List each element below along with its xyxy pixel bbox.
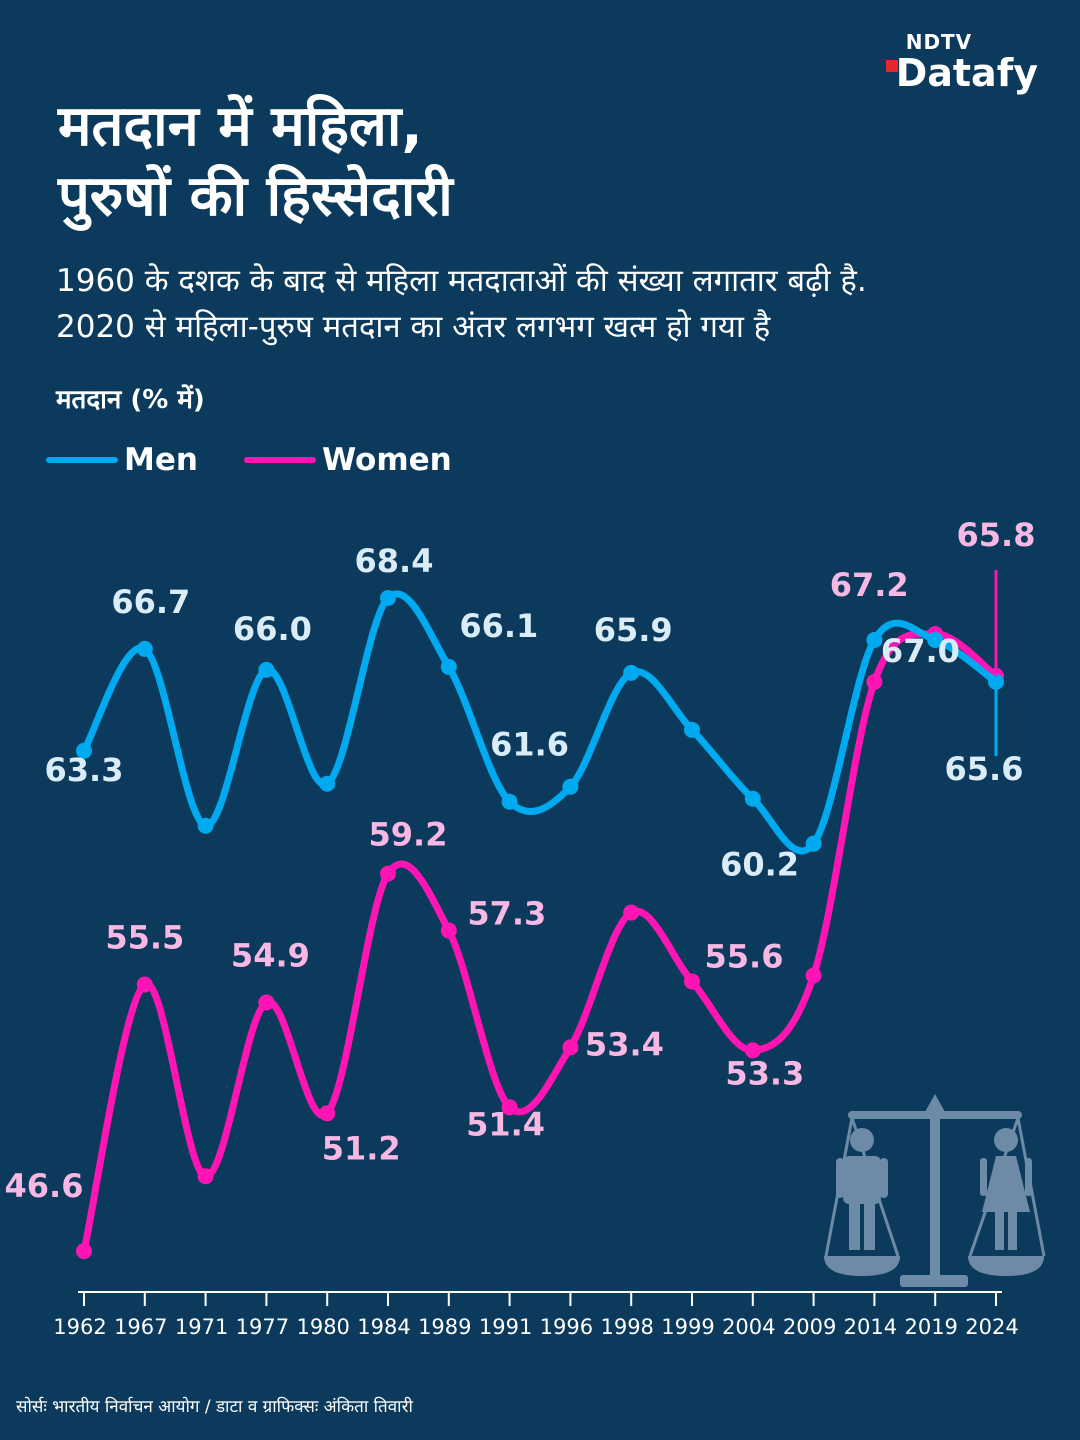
women-point — [805, 967, 822, 984]
men-data-label: 67.0 — [881, 632, 960, 670]
women-point — [380, 865, 396, 882]
x-tick-label: 1967 — [114, 1315, 167, 1339]
brand-dot-icon — [885, 60, 898, 72]
women-point — [258, 994, 275, 1011]
legend-swatch-women — [243, 457, 316, 463]
women-point — [319, 1105, 336, 1122]
subtitle-line-1: 1960 के दशक के बाद से महिला मतदाताओं की … — [56, 263, 867, 299]
women-data-label: 51.4 — [466, 1105, 545, 1143]
women-data-label: 51.2 — [322, 1129, 401, 1167]
women-point — [197, 1168, 214, 1185]
men-point — [927, 631, 944, 648]
x-tick-label: 2014 — [844, 1315, 897, 1339]
brand-logo: NDTV Datafy — [885, 30, 1038, 95]
men-point — [805, 835, 822, 852]
women-data-label: 65.8 — [957, 516, 1036, 554]
x-tick-label: 1989 — [418, 1315, 471, 1339]
women-data-label: 57.3 — [467, 895, 546, 933]
men-point — [440, 658, 457, 675]
men-point — [866, 631, 883, 648]
x-tick-label: 2009 — [783, 1315, 836, 1339]
men-data-label: 60.2 — [720, 846, 799, 884]
men-data-label: 61.6 — [490, 726, 569, 764]
x-tick-label: 1984 — [357, 1315, 410, 1339]
women-point — [623, 904, 640, 921]
women-data-label: 54.9 — [231, 936, 310, 974]
subtitle-line-2: 2020 से महिला-पुरुष मतदान का अंतर लगभग ख… — [56, 309, 771, 345]
men-point — [136, 640, 153, 657]
women-data-label: 55.6 — [705, 937, 784, 975]
women-point — [76, 1243, 92, 1260]
chart-legend: Men Women — [46, 442, 498, 478]
women-point — [866, 673, 883, 690]
brand-bottom-text: Datafy — [885, 51, 1038, 95]
x-tick-label: 1971 — [175, 1315, 228, 1339]
men-data-label: 63.3 — [45, 751, 124, 789]
men-point — [501, 793, 518, 810]
x-tick-label: 1962 — [53, 1315, 106, 1339]
men-point — [623, 664, 640, 681]
men-point — [562, 778, 579, 795]
men-data-label: 65.9 — [594, 611, 673, 649]
men-point — [380, 590, 396, 606]
women-data-label: 53.4 — [585, 1025, 664, 1063]
subtitle: 1960 के दशक के बाद से महिला मतदाताओं की … — [56, 258, 1046, 350]
title-line-2: पुरुषों की हिस्सेदारी — [58, 164, 453, 229]
men-point — [744, 790, 761, 807]
women-point — [684, 973, 700, 990]
women-point — [744, 1042, 761, 1059]
women-data-label: 55.5 — [105, 918, 184, 956]
legend-label-men: Men — [124, 442, 198, 478]
scale-balance-icon — [824, 1094, 1046, 1287]
men-point — [258, 661, 275, 678]
men-series-line — [80, 590, 1000, 855]
x-tick-label: 2019 — [904, 1315, 957, 1339]
x-tick-label: 1996 — [540, 1315, 593, 1339]
x-tick-label: 2004 — [722, 1315, 775, 1339]
page-title: मतदान में महिला, पुरुषों की हिस्सेदारी — [58, 92, 958, 232]
women-data-label: 67.2 — [830, 566, 909, 604]
legend-label-women: Women — [321, 442, 452, 478]
men-point — [319, 775, 336, 792]
women-data-label: 59.2 — [369, 816, 448, 854]
men-data-label: 66.7 — [111, 583, 190, 621]
women-point — [501, 1099, 518, 1116]
x-tick-label: 2024 — [965, 1315, 1018, 1339]
x-tick-label: 1999 — [661, 1315, 714, 1339]
men-data-label: 65.6 — [945, 750, 1024, 788]
x-tick-label: 1991 — [479, 1315, 532, 1339]
x-tick-label: 1998 — [600, 1315, 653, 1339]
men-point — [684, 721, 700, 738]
title-line-1: मतदान में महिला, — [58, 94, 423, 159]
men-point — [197, 817, 214, 834]
men-data-label: 68.4 — [355, 542, 434, 580]
men-data-label: 66.0 — [233, 610, 312, 648]
men-point — [76, 742, 92, 759]
men-data-label: 66.1 — [459, 607, 538, 645]
women-data-label: 46.6 — [5, 1167, 84, 1205]
legend-swatch-men — [46, 457, 118, 463]
legend-item-women: Women — [243, 442, 452, 478]
brand-top-text: NDTV — [905, 30, 973, 54]
x-tick-label: 1980 — [296, 1315, 349, 1339]
women-point — [440, 922, 457, 939]
women-data-label: 53.3 — [725, 1054, 804, 1092]
y-axis-title: मतदान (% में) — [56, 385, 205, 415]
women-point — [562, 1039, 579, 1056]
x-tick-label: 1977 — [236, 1315, 289, 1339]
women-point — [136, 976, 153, 993]
legend-item-men: Men — [46, 442, 198, 478]
brand-bottom-label: Datafy — [895, 51, 1038, 95]
source-note: सोर्सः भारतीय निर्वाचन आयोग / डाटा व ग्र… — [16, 1397, 413, 1417]
